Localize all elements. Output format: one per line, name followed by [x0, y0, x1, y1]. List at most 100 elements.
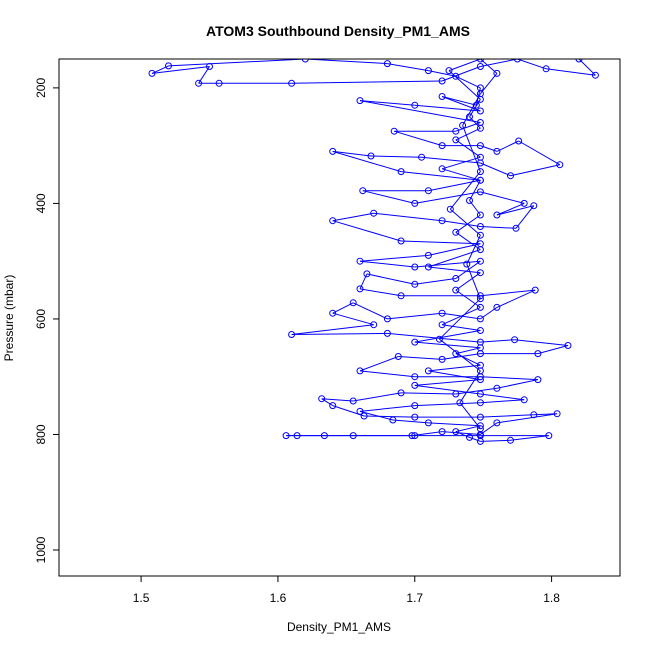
data-point	[476, 142, 484, 150]
data-point	[424, 419, 432, 427]
data-point	[452, 286, 460, 294]
series-line-segment	[359, 254, 429, 262]
data-point	[438, 142, 446, 150]
data-point	[360, 412, 368, 420]
data-point	[545, 432, 553, 440]
series-line-segment	[398, 356, 443, 360]
series-line-segment	[428, 70, 456, 77]
data-point	[476, 168, 484, 176]
data-point	[493, 384, 501, 392]
series-line-segment	[578, 59, 596, 76]
data-point	[397, 292, 405, 300]
data-point	[452, 136, 460, 144]
data-point	[575, 59, 583, 63]
data-point	[531, 286, 539, 294]
series-line-segment	[332, 220, 402, 242]
data-point	[476, 367, 484, 375]
data-point	[424, 187, 432, 195]
data-point	[282, 432, 290, 440]
data-point	[363, 270, 371, 278]
series-line-segment	[546, 68, 596, 76]
data-point	[383, 329, 391, 337]
series-line-segment	[455, 347, 481, 355]
data-point	[476, 176, 484, 184]
series-line-segment	[448, 59, 481, 72]
data-point	[476, 90, 484, 98]
data-point	[530, 202, 538, 210]
data-point	[438, 165, 446, 173]
data-point	[493, 69, 501, 77]
series-line-segment	[359, 260, 415, 268]
data-point	[452, 127, 460, 135]
chart-title: ATOM3 Southbound Density_PM1_AMS	[206, 23, 470, 39]
series-line-segment	[321, 398, 333, 407]
series-line-segment	[537, 345, 569, 355]
data-point	[438, 217, 446, 225]
series-line-segment	[370, 155, 422, 158]
data-point	[438, 77, 446, 85]
series-line-segment	[496, 379, 539, 389]
data-point	[476, 124, 484, 132]
series-line-segment	[401, 392, 456, 395]
y-tick-label: 200	[34, 78, 48, 98]
series-line-segment	[480, 414, 534, 418]
data-point	[397, 237, 405, 245]
data-point	[476, 63, 484, 70]
data-point	[446, 205, 454, 213]
series-line-segment	[480, 339, 515, 343]
data-point	[511, 336, 519, 344]
data-point	[411, 381, 419, 389]
data-point	[438, 428, 446, 436]
series-line-segment	[480, 73, 498, 95]
data-point	[165, 62, 172, 70]
data-point	[476, 269, 484, 277]
series-line-segment	[448, 70, 481, 100]
series-line-segment	[518, 140, 561, 166]
data-point	[349, 299, 357, 307]
series-line-segment	[441, 168, 481, 181]
series-line-segment	[455, 231, 481, 251]
data-point	[411, 263, 419, 271]
data-point	[411, 338, 419, 346]
data-point	[476, 376, 484, 384]
y-tick-label: 800	[34, 424, 48, 444]
data-point	[476, 425, 484, 433]
series-line-segment	[359, 273, 368, 290]
data-point	[411, 432, 419, 440]
data-point	[329, 309, 337, 317]
series-line-segment	[459, 402, 481, 430]
series-line-segment	[441, 156, 481, 170]
series-line-segment	[332, 212, 374, 222]
data-point	[390, 127, 398, 135]
series-line-segment	[151, 66, 210, 74]
series-line-segment	[394, 130, 443, 147]
data-point	[493, 211, 501, 219]
series-line-segment	[441, 306, 481, 326]
data-point	[476, 315, 484, 323]
data-point	[476, 327, 484, 334]
data-point	[493, 419, 501, 427]
series-line-segment	[414, 384, 481, 395]
series-line-segment	[359, 405, 415, 412]
series-line-segment	[414, 260, 481, 268]
series-line-segment	[428, 422, 481, 427]
data-point	[438, 321, 446, 329]
data-point	[542, 65, 550, 73]
series-line-segment	[455, 425, 481, 433]
data-point	[367, 152, 375, 160]
series-line-segment	[428, 243, 481, 256]
data-point	[411, 373, 419, 381]
data-point	[476, 390, 484, 398]
data-point	[411, 101, 419, 109]
data-point	[435, 335, 443, 343]
data-point	[452, 275, 460, 282]
data-point	[520, 199, 528, 207]
data-point	[553, 410, 561, 418]
data-point	[408, 432, 416, 440]
series-line-segment	[414, 402, 481, 407]
data-point	[591, 71, 599, 79]
data-point	[476, 413, 484, 421]
series-line-segment	[364, 415, 415, 418]
data-point	[320, 432, 328, 440]
series-line-segment	[496, 289, 536, 308]
